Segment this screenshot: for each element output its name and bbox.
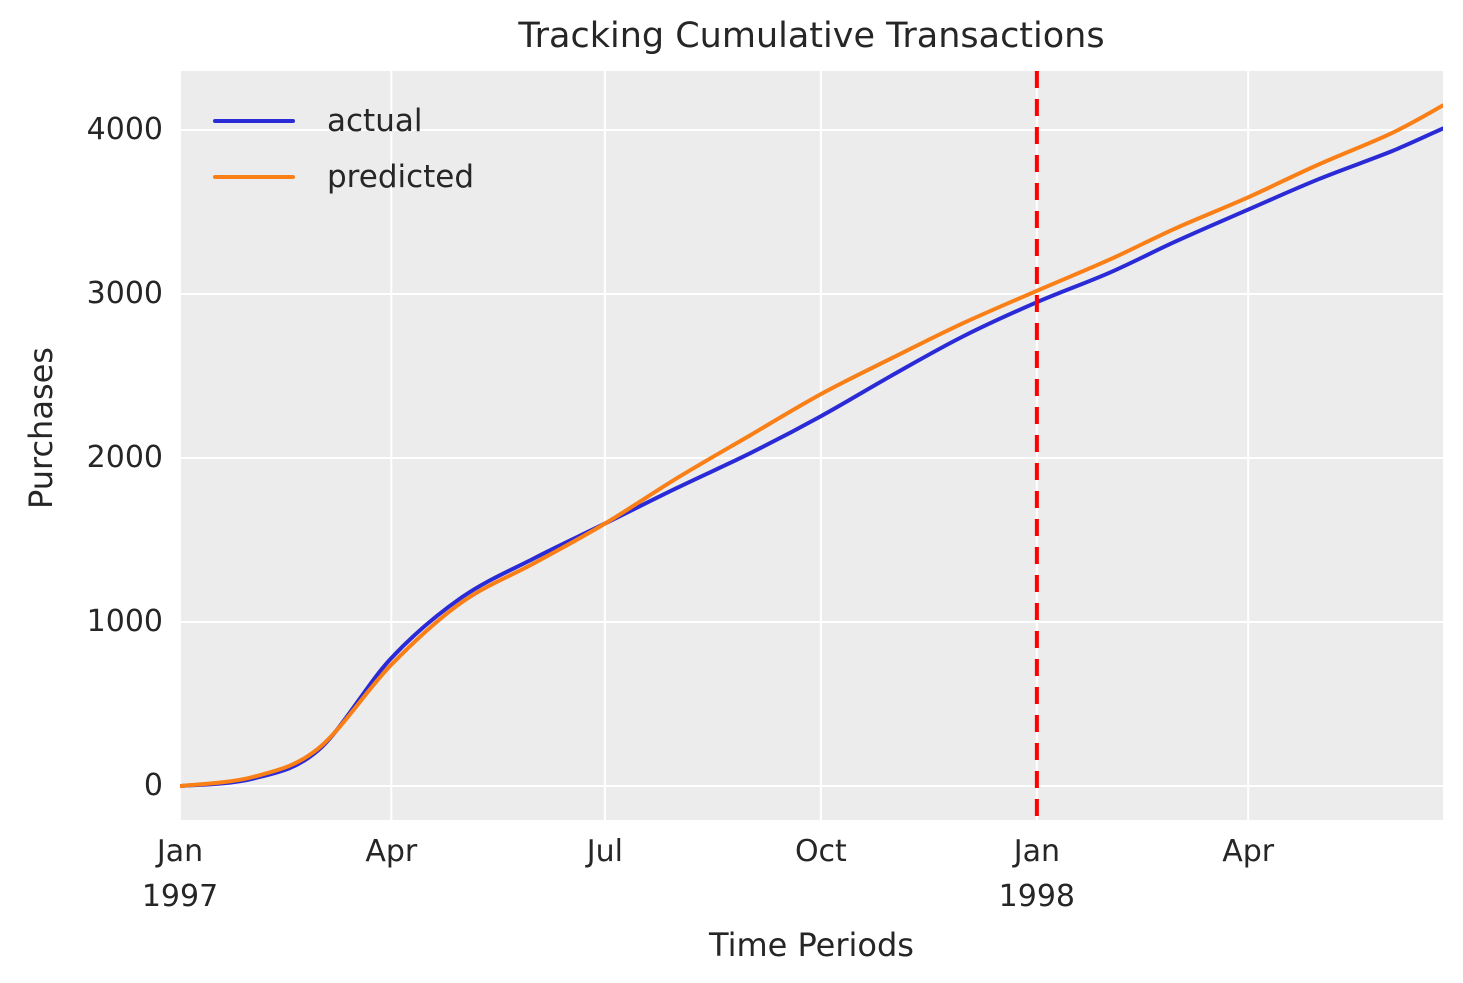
legend: actual predicted [213,93,474,205]
legend-label: actual [327,103,423,139]
legend-line-sample [213,119,295,123]
x-tick-label: Oct [794,834,847,869]
chart-title: Tracking Cumulative Transactions [518,16,1105,56]
y-tick-label: 1000 [86,604,163,640]
y-tick-label: 4000 [86,112,163,148]
legend-line-sample [213,175,295,179]
x-axis-label: Time Periods [709,926,914,964]
y-tick-label: 2000 [86,440,163,476]
x-tick-label: Apr [1222,834,1275,869]
actual-line [180,126,1443,789]
predicted-line [180,103,1443,789]
legend-item-actual: actual [213,93,474,149]
x-tick-year-label: 1998 [998,879,1076,914]
y-tick-label: 0 [143,768,163,804]
x-tick-label: Jan 1998 [957,834,1117,915]
legend-item-predicted: predicted [213,149,474,205]
x-tick-label: Apr [365,834,418,869]
x-tick-label: Jul [586,834,623,869]
legend-label: predicted [327,159,475,195]
x-tick-year-label: 1997 [141,879,219,914]
y-tick-label: 3000 [86,276,163,312]
x-tick-label: Jan 1997 [100,834,260,915]
